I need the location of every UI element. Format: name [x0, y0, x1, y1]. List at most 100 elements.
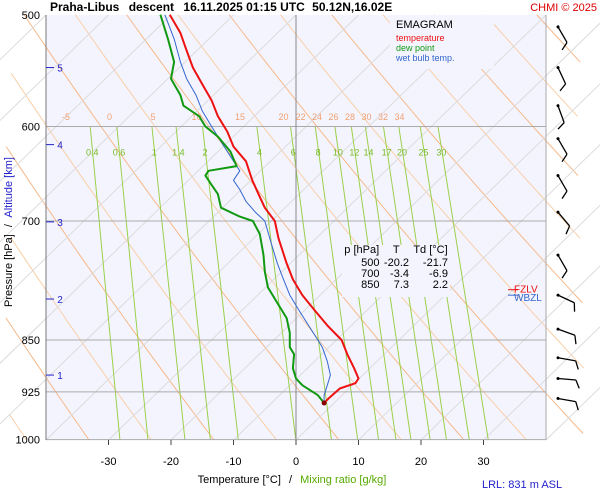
wind-barb-flag: [575, 401, 579, 411]
stats-cell: -20.2: [383, 257, 409, 269]
wind-barb: [556, 396, 579, 411]
wind-barb-staff: [557, 294, 575, 304]
dry-adiabat: [126, 14, 465, 440]
legend-item-dew-point: dew point: [396, 43, 435, 53]
altitude-axis: 5 4 3 2 1: [46, 64, 63, 382]
wind-barb: [556, 356, 579, 370]
series-line-wet-bulb-temp: [164, 14, 331, 403]
wind-barb: [556, 25, 568, 51]
dry-adiabat-label: 5: [150, 112, 155, 122]
wind-barb-flag: [574, 335, 577, 345]
wind-barb-station: [556, 66, 560, 70]
lrl-label: LRL: 831 m ASL: [482, 479, 562, 491]
mixing-ratio-label: 17: [382, 148, 392, 158]
isotherm-line: [0, 14, 234, 243]
altitude-tick-label: 2: [57, 295, 63, 306]
wind-barb-station: [556, 396, 560, 400]
wind-barb-staff: [557, 377, 576, 381]
altitude-tick-label: 4: [57, 141, 63, 152]
wind-barb-flag: [575, 360, 579, 370]
pressure-tick-label: 700: [22, 216, 40, 228]
stats-cell: 2.2: [432, 279, 448, 291]
stats-header-t: T: [392, 244, 400, 256]
mixing-ratio-label: 6: [291, 148, 296, 158]
mixing-ratio-line: [314, 126, 359, 441]
stats-row: 850 7.3 2.2: [342, 280, 450, 291]
wind-barb-staff: [557, 254, 568, 271]
stats-cell: 7.3: [393, 279, 409, 291]
mixing-ratio-line: [437, 126, 489, 441]
wind-barb-staff: [557, 67, 567, 85]
dry-adiabat-label: 0: [107, 112, 112, 122]
wind-barb-station: [556, 293, 560, 297]
dry-adiabat-label: 24: [312, 112, 322, 122]
wind-barb-flag: [559, 83, 567, 92]
isotherm-line: [0, 14, 172, 182]
legend: EMAGRAM temperature dew point wet bulb t…: [390, 15, 494, 69]
x-axis-label: Temperature [°C]: [198, 474, 281, 486]
wind-barb-staff: [557, 397, 576, 403]
wind-barb-staff: [557, 175, 568, 192]
isotherm-line: [0, 14, 359, 364]
stats-cell: -21.7: [422, 257, 448, 269]
isotherm-line: [483, 326, 600, 441]
wind-barb-flag: [575, 379, 580, 389]
dry-adiabat: [10, 237, 152, 440]
stats-cell: -6.9: [429, 268, 448, 280]
mixing-ratio-label: 0.6: [113, 148, 126, 158]
wind-barb-flag: [561, 190, 568, 199]
legend-item-wet-bulb: wet bulb temp.: [396, 53, 455, 63]
mixing-ratio-line: [116, 126, 149, 441]
isotherm-line: [233, 83, 600, 441]
wind-barb: [556, 210, 571, 235]
wind-barb-staff: [557, 328, 576, 336]
dry-adiabat: [74, 14, 402, 440]
wbzl-marker-label: WBZL: [514, 293, 542, 304]
dry-adiabat-label: 15: [235, 112, 245, 122]
temperature-axis: -30 -20 -10 0 10 20 30: [101, 440, 490, 468]
mixing-ratio-line: [175, 126, 211, 441]
wind-barb-station: [556, 210, 560, 214]
y-axis-separator: /: [3, 223, 15, 227]
altitude-tick-label: 1: [57, 371, 63, 382]
wind-barb-station: [556, 174, 560, 178]
wind-barb-flag: [573, 302, 576, 312]
stats-row: 700 -3.4 -6.9: [342, 269, 450, 280]
stats-cell: -3.4: [390, 268, 409, 280]
station-name: Praha-Libus: [50, 0, 120, 14]
x-axis-separator: /: [289, 474, 293, 486]
stats-cell: 700: [361, 268, 380, 280]
mixing-ratio-label: 4: [257, 148, 262, 158]
isotherm-line: [170, 22, 600, 441]
mixing-ratio-line: [89, 126, 121, 441]
stats-cell: 850: [361, 279, 380, 291]
wind-barb: [556, 104, 565, 130]
dry-adiabat-label: -5: [62, 112, 70, 122]
wind-barb: [556, 376, 580, 389]
mixing-ratio-label: 8: [316, 148, 321, 158]
x-tick-label: -30: [101, 456, 117, 468]
x-axis-title: Temperature [°C] / Mixing ratio [g/kg]: [198, 474, 387, 486]
dry-adiabat-labels: -5 0 5 10 15 20 22 24 26 28 30 32 34: [62, 112, 405, 122]
sounding-datetime: 16.11.2025 01:15 UTC: [183, 0, 305, 14]
altitude-tick-label: 5: [57, 64, 63, 75]
x-tick-label: -20: [163, 456, 179, 468]
chart-title: Praha-Libus descent 16.11.2025 01:15 UTC…: [50, 0, 392, 14]
pressure-tick-label: 925: [22, 387, 40, 399]
wind-barb: [556, 174, 568, 199]
dry-adiabat-label: 22: [295, 112, 305, 122]
mixing-ratio-label: 2: [203, 148, 208, 158]
altitude-tick-label: 3: [57, 218, 63, 229]
wind-barb: [556, 253, 568, 279]
mixing-ratio-label: 0.4: [86, 148, 99, 158]
wind-barb-station: [556, 356, 560, 360]
pressure-tick-label: 500: [22, 10, 40, 22]
wind-barb-station: [556, 104, 560, 108]
wind-barb-station: [556, 137, 560, 141]
wind-barb-flag: [565, 225, 571, 235]
dry-adiabat: [280, 14, 585, 369]
x-tick-label: 30: [477, 456, 489, 468]
surface-point: [321, 400, 327, 406]
